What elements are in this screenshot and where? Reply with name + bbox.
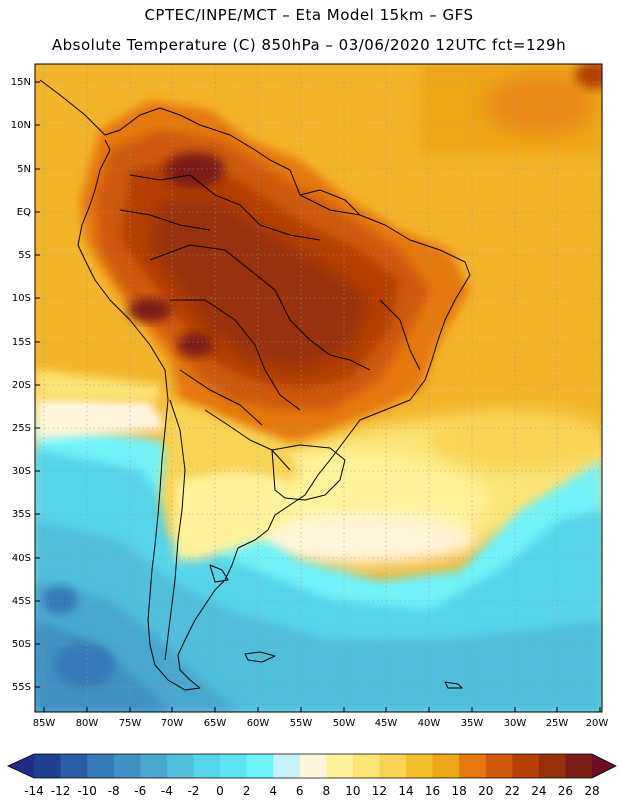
colorbar-swatch [34, 754, 62, 778]
colorbar-swatch [406, 754, 434, 778]
lat-label: 40S [12, 553, 31, 564]
lon-label: 50W [333, 718, 356, 729]
colorbar-label: 28 [584, 784, 599, 798]
colorbar-swatch [326, 754, 354, 778]
lat-label: 45S [12, 596, 31, 607]
latitude-labels: 15N 10N 5N EQ 5S 10S 15S 20S 25S 30S 35S… [11, 77, 31, 693]
colorbar-label: 10 [345, 784, 360, 798]
map-subtitle: Absolute Temperature (C) 850hPa – 03/06/… [51, 36, 567, 54]
axis-ticks [35, 81, 601, 712]
colorbar-label: -10 [77, 784, 97, 798]
colorbar-swatch [379, 754, 407, 778]
colorbar-label: 6 [296, 784, 304, 798]
colorbar-label: 22 [505, 784, 520, 798]
colorbar-label: 0 [216, 784, 224, 798]
colorbar-swatch [246, 754, 274, 778]
coastlines-borders [39, 79, 471, 691]
colorbar-label: 16 [425, 784, 440, 798]
colorbar-swatch [113, 754, 141, 778]
lat-label: 25S [12, 423, 31, 434]
lon-label: 20W [586, 718, 609, 729]
lon-label: 25W [546, 718, 569, 729]
colorbar-label: -2 [187, 784, 199, 798]
south-america-coastline [39, 79, 471, 691]
colorbar-swatch [60, 754, 88, 778]
colorbar-label: -14 [24, 784, 44, 798]
lat-label: 10N [11, 120, 31, 131]
lon-label: 75W [119, 718, 142, 729]
lat-label: 10S [12, 293, 31, 304]
lat-label: 15N [11, 77, 31, 88]
colorbar-high-arrow [592, 754, 616, 778]
grid-lines [35, 64, 602, 712]
colorbar-swatch [87, 754, 115, 778]
map-frame [34, 63, 603, 713]
colorbar-label: -6 [134, 784, 146, 798]
colorbar-label: 26 [558, 784, 573, 798]
lon-label: 65W [204, 718, 227, 729]
colorbar-swatch [538, 754, 566, 778]
lat-label: 20S [12, 380, 31, 391]
lon-label: 80W [76, 718, 99, 729]
colorbar-label: 24 [531, 784, 546, 798]
lon-label: 55W [290, 718, 313, 729]
colorbar-swatch [273, 754, 301, 778]
temperature-field [35, 64, 602, 712]
lat-label: 5S [18, 250, 31, 261]
colorbar-swatch [299, 754, 327, 778]
colorbar-swatch [485, 754, 513, 778]
lat-label: EQ [17, 207, 31, 218]
colorbar-label: 4 [269, 784, 277, 798]
lon-label: 60W [247, 718, 270, 729]
map-title: CPTEC/INPE/MCT – Eta Model 15km – GFS [144, 6, 474, 24]
colorbar-swatch [140, 754, 168, 778]
lon-label: 30W [504, 718, 527, 729]
lon-label: 35W [461, 718, 484, 729]
colorbar-swatch [193, 754, 221, 778]
lat-label: 5N [17, 164, 31, 175]
colorbar-swatch [352, 754, 380, 778]
colorbar-label: 2 [243, 784, 251, 798]
colorbar-label: -8 [108, 784, 120, 798]
colorbar-label: -4 [161, 784, 173, 798]
colorbar-swatch [459, 754, 487, 778]
colorbar-swatch [565, 754, 593, 778]
colorbar-swatch [166, 754, 194, 778]
colorbar: -14 -12 -10 -8 -6 -4 -2 0 2 4 6 8 10 12 14 16 18 20 22 24 26… [7, 753, 617, 798]
lon-label: 45W [375, 718, 398, 729]
colorbar-swatch [220, 754, 248, 778]
colorbar-label: 14 [398, 784, 413, 798]
colorbar-label: -12 [51, 784, 71, 798]
colorbar-swatch [432, 754, 460, 778]
lat-label: 15S [12, 337, 31, 348]
colorbar-label: 18 [451, 784, 466, 798]
colorbar-label: 8 [322, 784, 330, 798]
colorbar-label: 20 [478, 784, 493, 798]
lon-label: 70W [161, 718, 184, 729]
lat-label: 55S [12, 682, 31, 693]
lon-label: 40W [418, 718, 441, 729]
lon-label: 85W [33, 718, 56, 729]
longitude-labels: 85W 80W 75W 70W 65W 60W 55W 50W 45W 40W … [33, 718, 609, 729]
lat-label: 30S [12, 466, 31, 477]
lat-label: 35S [12, 509, 31, 520]
colorbar-low-arrow [8, 754, 34, 778]
lat-label: 50S [12, 639, 31, 650]
colorbar-label: 12 [372, 784, 387, 798]
colorbar-swatch [512, 754, 540, 778]
